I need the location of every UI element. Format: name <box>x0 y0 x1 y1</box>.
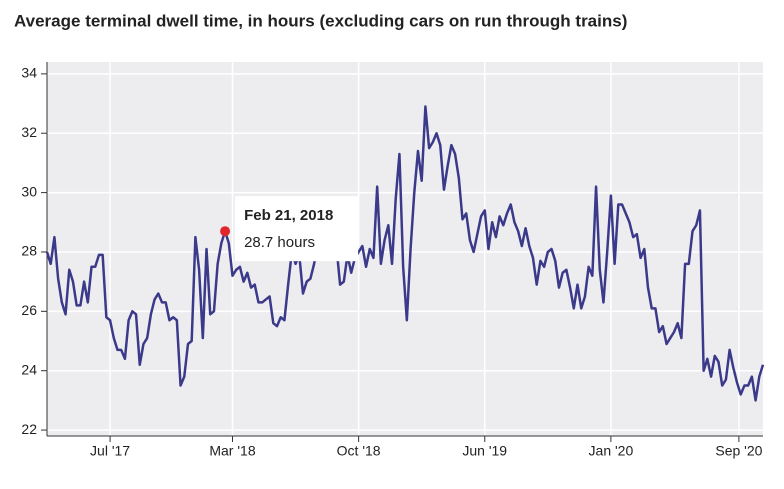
tooltip-box <box>235 196 359 262</box>
x-tick-label: Jul '17 <box>90 443 130 459</box>
x-tick-label: Sep '20 <box>715 443 762 459</box>
tooltip-date: Feb 21, 2018 <box>244 207 333 224</box>
y-tick-label: 34 <box>21 65 37 81</box>
y-tick-label: 32 <box>21 124 37 140</box>
y-tick-label: 24 <box>21 361 37 377</box>
y-tick-label: 28 <box>21 243 37 259</box>
y-tick-label: 30 <box>21 183 37 199</box>
x-tick-label: Jan '20 <box>589 443 634 459</box>
chart-title: Average terminal dwell time, in hours (e… <box>14 11 627 30</box>
y-tick-label: 26 <box>21 302 37 318</box>
line <box>45 105 765 402</box>
plot-area <box>47 62 763 436</box>
x-tick-label: Oct '18 <box>337 443 381 459</box>
tooltip-value: 28.7 hours <box>244 234 315 251</box>
x-tick-label: Jun '19 <box>462 443 507 459</box>
x-tick-label: Mar '18 <box>209 443 255 459</box>
y-tick-label: 22 <box>21 421 37 437</box>
tooltip-marker <box>220 226 231 237</box>
